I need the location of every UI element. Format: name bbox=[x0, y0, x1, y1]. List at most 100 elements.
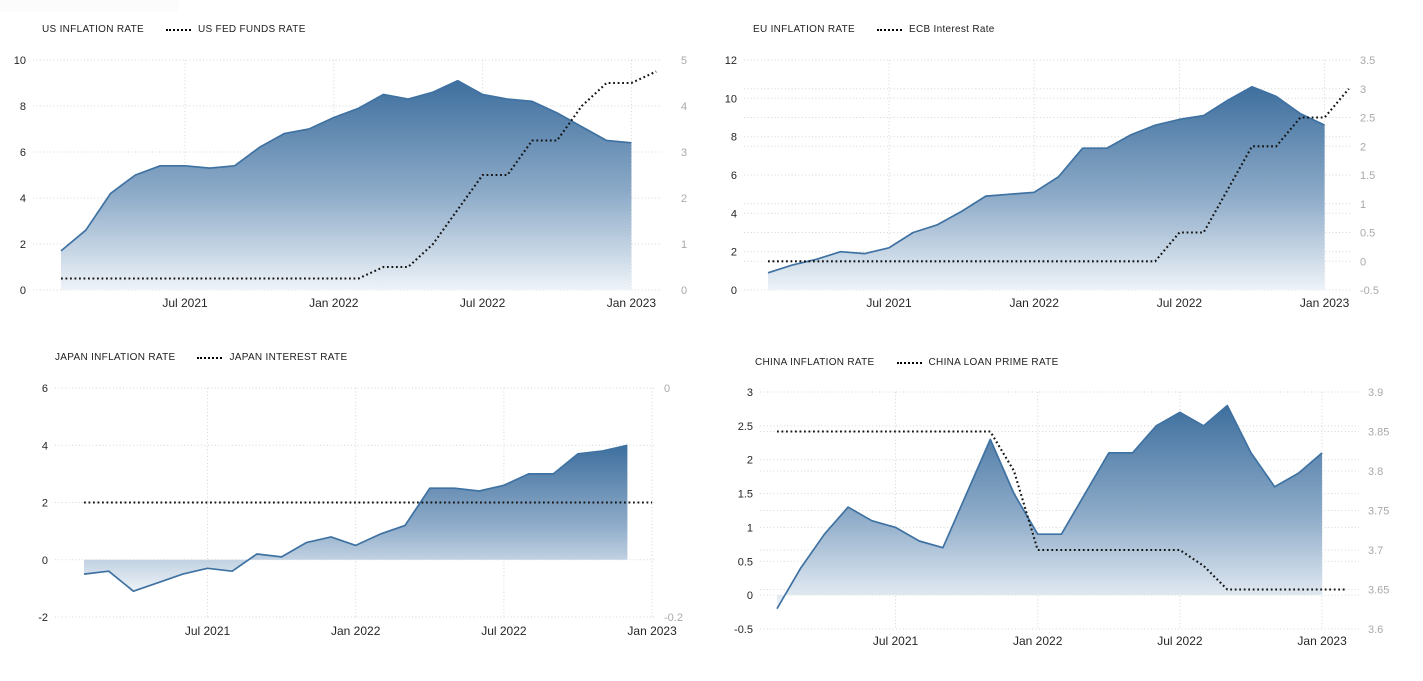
y-right-tick-label: 3.5 bbox=[1360, 55, 1375, 67]
y-left-tick-label: 0.5 bbox=[738, 556, 753, 568]
y-left-tick-label: -2 bbox=[38, 612, 48, 624]
legend-label: CHINA LOAN PRIME RATE bbox=[928, 357, 1059, 368]
x-tick-label: Jul 2022 bbox=[481, 624, 527, 638]
x-tick-label: Jan 2022 bbox=[309, 296, 359, 310]
dotted-line-icon bbox=[876, 29, 902, 31]
y-left-tick-label: -0.5 bbox=[734, 624, 753, 636]
legend-label: JAPAN INFLATION RATE bbox=[55, 352, 176, 363]
legend-label: US INFLATION RATE bbox=[42, 24, 144, 35]
japan-legend: JAPAN INFLATION RATE JAPAN INTEREST RATE bbox=[55, 352, 347, 363]
y-left-tick-label: 4 bbox=[42, 440, 48, 452]
y-right-tick-label: 2 bbox=[1360, 141, 1366, 153]
x-tick-label: Jul 2022 bbox=[1157, 634, 1203, 648]
inflation-line bbox=[767, 85, 1325, 274]
dotted-line-icon bbox=[896, 362, 922, 364]
x-axis-labels: Jul 2021 Jan 2022 Jul 2022 Jan 2023 bbox=[185, 624, 677, 638]
x-tick-label: Jul 2021 bbox=[873, 634, 919, 648]
screen-artifact bbox=[0, 0, 178, 12]
y-left-tick-label: 4 bbox=[731, 208, 737, 220]
eu-plot-area[interactable]: 0 2 4 6 8 10 12 -0.5 0 0.5 1 1.5 2 2.5 3 3.5 Jul 2021 Jan… bbox=[711, 0, 1423, 340]
x-axis-labels: Jul 2021 Jan 2022 Jul 2022 Jan 2023 bbox=[866, 296, 1349, 310]
y-right-tick-label: 0 bbox=[681, 285, 687, 297]
x-tick-label: Jan 2023 bbox=[627, 624, 677, 638]
y-right-tick-label: 0.5 bbox=[1360, 228, 1375, 240]
china-legend: CHINA INFLATION RATE CHINA LOAN PRIME RA… bbox=[755, 357, 1059, 368]
x-tick-label: Jan 2023 bbox=[1300, 296, 1350, 310]
us-chart-svg: 0 2 4 6 8 10 0 1 2 3 4 5 Jul 2021 Jan 2022 Jul 2022 Jan… bbox=[14, 55, 687, 310]
policy-rate-dotted-series bbox=[777, 430, 1346, 591]
y-right-tick-label: 3.8 bbox=[1368, 466, 1383, 478]
japan-plot-area[interactable]: -2 0 2 4 6 0 -0.2 Jul 2021 Jan 2022 Jul 2022 Jan 2… bbox=[0, 340, 711, 681]
legend-item-us-fed-funds[interactable]: US FED FUNDS RATE bbox=[165, 24, 306, 35]
y-right-tick-label: 2.5 bbox=[1360, 113, 1375, 125]
y-left-tick-label: 3 bbox=[747, 387, 753, 399]
y-right-tick-label: 3.65 bbox=[1368, 585, 1389, 597]
y-left-tick-label: 6 bbox=[20, 147, 26, 159]
legend-item-ecb-rate[interactable]: ECB Interest Rate bbox=[876, 24, 995, 35]
y-right-tick-label: 4 bbox=[681, 101, 687, 113]
legend-item-japan-rate[interactable]: JAPAN INTEREST RATE bbox=[197, 352, 347, 363]
y-left-tick-label: 0 bbox=[42, 555, 48, 567]
y-left-tick-label: 12 bbox=[725, 55, 737, 67]
legend-label: CHINA INFLATION RATE bbox=[755, 357, 875, 368]
china-chart-panel: CHINA INFLATION RATE CHINA LOAN PRIME RA… bbox=[711, 340, 1423, 681]
legend-item-china-lpr[interactable]: CHINA LOAN PRIME RATE bbox=[896, 357, 1059, 368]
japan-chart-panel: JAPAN INFLATION RATE JAPAN INTEREST RATE… bbox=[0, 340, 711, 681]
x-tick-label: Jul 2021 bbox=[162, 296, 208, 310]
x-tick-label: Jul 2021 bbox=[866, 296, 912, 310]
x-tick-label: Jan 2022 bbox=[1010, 296, 1060, 310]
x-axis-labels: Jul 2021 Jan 2022 Jul 2022 Jan 2023 bbox=[162, 296, 656, 310]
y-left-tick-label: 0 bbox=[731, 285, 737, 297]
x-tick-label: Jan 2023 bbox=[607, 296, 657, 310]
y-right-tick-label: 3.75 bbox=[1368, 506, 1389, 518]
y-right-tick-label: 3 bbox=[681, 147, 687, 159]
y-left-axis-labels: 0 2 4 6 8 10 12 bbox=[725, 55, 737, 297]
eu-legend: EU INFLATION RATE ECB Interest Rate bbox=[753, 24, 995, 35]
legend-label: ECB Interest Rate bbox=[908, 24, 995, 35]
china-chart-svg: -0.500.511.522.533.63.653.73.753.83.853.… bbox=[734, 387, 1389, 648]
x-tick-label: Jan 2023 bbox=[1297, 634, 1347, 648]
y-right-axis-labels: -0.5 0 0.5 1 1.5 2 2.5 3 3.5 bbox=[1360, 55, 1379, 297]
inflation-line bbox=[776, 404, 1323, 610]
y-right-tick-label: 1 bbox=[681, 239, 687, 251]
y-right-tick-label: 0 bbox=[1360, 256, 1366, 268]
eu-chart-panel: EU INFLATION RATE ECB Interest Rate 0 2 4 6… bbox=[711, 0, 1423, 340]
legend-item-japan-inflation[interactable]: JAPAN INFLATION RATE bbox=[55, 352, 175, 363]
y-right-tick-label: 1.5 bbox=[1360, 170, 1375, 182]
y-right-tick-label: 3.7 bbox=[1368, 545, 1383, 557]
x-tick-label: Jan 2022 bbox=[331, 624, 381, 638]
y-right-axis-labels: 0 -0.2 bbox=[664, 383, 683, 624]
y-left-tick-label: 8 bbox=[20, 101, 26, 113]
legend-label: EU INFLATION RATE bbox=[753, 24, 855, 35]
y-right-tick-label: 1 bbox=[1360, 199, 1366, 211]
dotted-line-icon bbox=[165, 29, 191, 31]
inflation-area-series bbox=[84, 445, 628, 592]
y-left-tick-label: 1.5 bbox=[738, 489, 753, 501]
us-plot-area[interactable]: 0 2 4 6 8 10 0 1 2 3 4 5 Jul 2021 Jan 2022 Jul 2022 Jan… bbox=[0, 0, 711, 340]
y-right-axis-labels: 3.6 3.65 3.7 3.75 3.8 3.85 3.9 bbox=[1368, 387, 1389, 636]
y-left-tick-label: 2 bbox=[42, 498, 48, 510]
y-right-tick-label: 3 bbox=[1360, 84, 1366, 96]
y-left-tick-label: 2.5 bbox=[738, 421, 753, 433]
us-legend: US INFLATION RATE US FED FUNDS RATE bbox=[42, 24, 306, 35]
y-left-tick-label: 2 bbox=[20, 239, 26, 251]
y-left-tick-label: 10 bbox=[725, 93, 737, 105]
gridlines bbox=[55, 387, 656, 618]
y-right-tick-label: 3.6 bbox=[1368, 624, 1383, 636]
legend-item-china-inflation[interactable]: CHINA INFLATION RATE bbox=[755, 357, 875, 368]
legend-label: JAPAN INTEREST RATE bbox=[229, 352, 348, 363]
legend-item-eu-inflation[interactable]: EU INFLATION RATE bbox=[753, 24, 855, 35]
y-left-axis-labels: 0 2 4 6 8 10 bbox=[14, 55, 26, 297]
inflation-line bbox=[60, 79, 632, 252]
inflation-area-series bbox=[61, 80, 632, 290]
inflation-area-series bbox=[768, 86, 1325, 290]
y-left-tick-label: 8 bbox=[731, 132, 737, 144]
inflation-line bbox=[83, 444, 628, 593]
y-right-tick-label: -0.2 bbox=[664, 612, 683, 624]
china-plot-area[interactable]: -0.5 0 0.5 1 1.5 2 2.5 3 3.6 3.65 3.7 3.75 3.8 3.85 3.… bbox=[711, 340, 1423, 681]
y-left-tick-label: 0 bbox=[20, 285, 26, 297]
legend-item-us-inflation[interactable]: US INFLATION RATE bbox=[42, 24, 144, 35]
y-right-tick-label: 5 bbox=[681, 55, 687, 67]
